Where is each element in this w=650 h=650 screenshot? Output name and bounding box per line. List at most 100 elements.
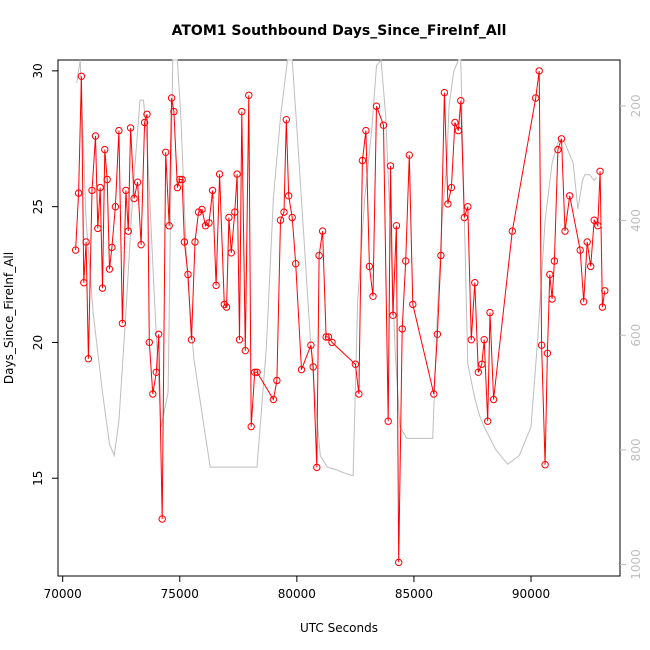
y2-tick-label: 200 xyxy=(629,94,643,117)
data-point xyxy=(576,246,584,254)
y-tick-label: 30 xyxy=(31,63,45,78)
data-point xyxy=(362,126,370,135)
x-tick-label: 70000 xyxy=(44,587,82,601)
data-point xyxy=(140,118,149,127)
data-point xyxy=(149,390,157,398)
data-point xyxy=(583,238,591,246)
data-point xyxy=(557,135,566,143)
data-point xyxy=(598,303,607,311)
data-point xyxy=(251,368,259,376)
data-point xyxy=(550,257,559,265)
data-point xyxy=(82,238,90,246)
data-point xyxy=(433,330,442,338)
data-point xyxy=(594,222,602,230)
data-point xyxy=(447,183,456,192)
data-point xyxy=(372,102,381,110)
data-point xyxy=(208,186,217,195)
data-point xyxy=(231,208,239,216)
y-tick-label: 15 xyxy=(31,471,45,486)
data-point xyxy=(546,270,554,279)
y-tick-label: 25 xyxy=(31,199,45,214)
data-point xyxy=(365,262,374,271)
data-point xyxy=(158,515,166,523)
data-point xyxy=(313,463,321,472)
data-point xyxy=(454,126,463,135)
data-point xyxy=(170,107,178,116)
data-point xyxy=(480,336,488,344)
data-point xyxy=(601,287,609,295)
data-point xyxy=(508,227,516,235)
data-point xyxy=(84,355,93,363)
data-point xyxy=(395,558,403,567)
data-point xyxy=(173,183,182,192)
data-point xyxy=(111,203,120,211)
axes-group: 70000 75000 80000 85000 90000 15 20 25 30 200 400 6… xyxy=(31,63,643,601)
data-point xyxy=(126,124,135,132)
data-point xyxy=(389,311,397,319)
data-point xyxy=(191,238,199,246)
data-point xyxy=(369,292,377,300)
data-point xyxy=(184,270,192,279)
data-point xyxy=(355,390,363,398)
data-point xyxy=(162,148,170,157)
data-point xyxy=(269,395,278,404)
data-point xyxy=(227,249,236,257)
data-point xyxy=(273,376,281,385)
data-point xyxy=(486,308,494,317)
data-point xyxy=(484,417,492,425)
y2-tick-label: 1000 xyxy=(629,549,643,580)
data-point xyxy=(91,132,100,140)
data-point xyxy=(241,346,250,355)
y-axis-label: Days_Since_FireInf_All xyxy=(2,252,16,384)
data-point xyxy=(328,338,336,347)
chart-title: ATOM1 Southbound Days_Since_FireInf_All xyxy=(172,23,507,39)
data-point xyxy=(115,126,123,135)
data-point xyxy=(489,395,498,404)
data-point xyxy=(309,363,317,371)
data-point xyxy=(247,422,255,431)
data-point xyxy=(212,281,220,290)
data-point xyxy=(386,162,395,170)
series-layer xyxy=(71,58,609,567)
data-point xyxy=(440,88,449,97)
data-point xyxy=(225,213,233,222)
data-point xyxy=(187,336,196,344)
data-point xyxy=(409,300,417,309)
data-point xyxy=(541,461,549,469)
data-point xyxy=(535,67,543,75)
primary-series-line xyxy=(75,70,606,563)
data-point xyxy=(77,72,86,81)
data-point xyxy=(130,194,138,203)
data-point xyxy=(548,295,556,303)
data-point xyxy=(430,390,438,398)
data-point xyxy=(118,319,127,328)
data-point xyxy=(88,186,96,195)
data-point xyxy=(176,175,184,184)
data-point xyxy=(379,121,388,129)
data-point xyxy=(322,333,330,341)
data-point xyxy=(554,145,562,154)
data-point xyxy=(238,107,246,116)
data-point xyxy=(235,336,244,344)
data-point xyxy=(233,170,241,178)
data-point xyxy=(137,241,145,249)
data-point xyxy=(122,186,130,195)
data-point xyxy=(98,284,107,292)
data-point xyxy=(318,227,327,235)
data-point xyxy=(205,219,213,227)
data-point xyxy=(143,110,151,119)
data-point xyxy=(532,94,540,102)
y-tick-label: 20 xyxy=(31,335,45,350)
data-point xyxy=(402,257,410,265)
data-point xyxy=(253,368,261,376)
data-point xyxy=(307,341,315,349)
data-point xyxy=(276,216,285,224)
secondary-series-line xyxy=(76,58,597,477)
data-point xyxy=(145,338,154,347)
data-point xyxy=(155,330,163,338)
data-point xyxy=(590,216,598,224)
data-point xyxy=(285,192,293,200)
data-point xyxy=(437,251,445,260)
data-point xyxy=(297,365,306,374)
